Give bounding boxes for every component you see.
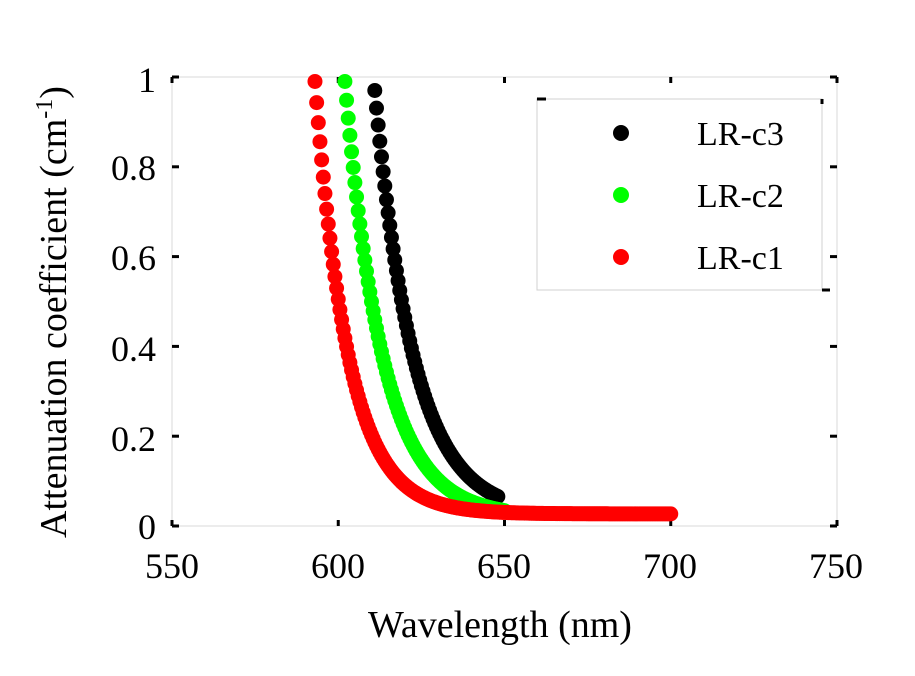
point-lr-c2: [354, 229, 370, 245]
point-lr-c2: [342, 127, 358, 143]
point-lr-c1: [663, 506, 679, 522]
legend-label-lr-c2: LR-c2: [697, 178, 784, 215]
point-lr-c3: [382, 217, 398, 233]
y-axis-title-close: ): [33, 86, 75, 99]
x-tick-label-650: 650: [477, 546, 531, 586]
point-lr-c2: [355, 241, 371, 257]
legend-box: [536, 98, 823, 291]
point-lr-c2: [350, 203, 366, 219]
point-lr-c1: [319, 201, 335, 217]
x-tick-label-700: 700: [643, 546, 697, 586]
x-tick-label-550: 550: [145, 546, 199, 586]
legend-marker-lr-c3: [613, 125, 629, 141]
point-lr-c1: [329, 280, 345, 296]
series-points: [307, 73, 679, 522]
point-lr-c1: [307, 73, 323, 89]
point-lr-c3: [370, 117, 386, 133]
y-tick-labels: 0 0.2 0.4 0.6 0.8 1: [111, 60, 156, 547]
point-lr-c3: [490, 489, 506, 504]
y-tick-label-1: 1: [138, 60, 156, 100]
x-tick-label-750: 750: [809, 546, 863, 586]
point-lr-c3: [380, 205, 396, 221]
point-lr-c2: [347, 175, 363, 191]
point-lr-c1: [327, 269, 343, 285]
point-lr-c3: [385, 241, 401, 257]
legend-marker-lr-c2: [613, 187, 629, 203]
point-lr-c1: [312, 134, 328, 150]
point-lr-c3: [375, 164, 391, 180]
point-lr-c1: [317, 186, 333, 202]
point-lr-c3: [372, 133, 388, 149]
point-lr-c1: [310, 115, 326, 131]
point-lr-c1: [324, 244, 340, 260]
point-lr-c3: [367, 82, 383, 98]
point-lr-c3: [383, 229, 399, 245]
legend-label-lr-c1: LR-c1: [697, 240, 784, 277]
legend-label-lr-c3: LR-c3: [697, 116, 784, 153]
point-lr-c2: [340, 110, 356, 126]
point-lr-c1: [322, 230, 338, 246]
y-tick-label-0: 0: [138, 507, 156, 547]
y-tick-label-0.4: 0.4: [111, 329, 156, 369]
point-lr-c1: [309, 95, 325, 111]
point-lr-c2: [344, 144, 360, 160]
legend: LR-c3 LR-c2 LR-c1: [536, 97, 830, 292]
point-lr-c2: [337, 73, 353, 89]
point-lr-c1: [315, 169, 331, 185]
y-tick-label-0.2: 0.2: [111, 419, 156, 459]
point-lr-c3: [373, 149, 389, 165]
point-lr-c2: [345, 160, 361, 175]
point-lr-c3: [378, 192, 394, 208]
point-lr-c3: [377, 178, 393, 194]
x-tick-label-600: 600: [311, 546, 365, 586]
y-tick-label-0.6: 0.6: [111, 238, 156, 278]
x-axis-title: Wavelength (nm): [368, 604, 632, 646]
y-axis-title-main: Attenuation coefficient (cm: [33, 119, 75, 538]
x-tick-labels: 550 600 650 700 750: [145, 546, 863, 586]
y-axis-title-sup: -1: [32, 99, 58, 119]
point-lr-c1: [320, 216, 336, 232]
point-lr-c1: [325, 256, 341, 272]
legend-marker-lr-c1: [613, 249, 629, 265]
point-lr-c2: [339, 92, 355, 108]
point-lr-c2: [352, 216, 368, 232]
point-lr-c1: [314, 152, 330, 168]
point-lr-c3: [368, 100, 384, 116]
point-lr-c2: [357, 252, 373, 268]
y-axis-title: Attenuation coefficient (cm-1): [32, 86, 75, 538]
y-tick-label-0.8: 0.8: [111, 148, 156, 188]
point-lr-c2: [349, 189, 365, 205]
